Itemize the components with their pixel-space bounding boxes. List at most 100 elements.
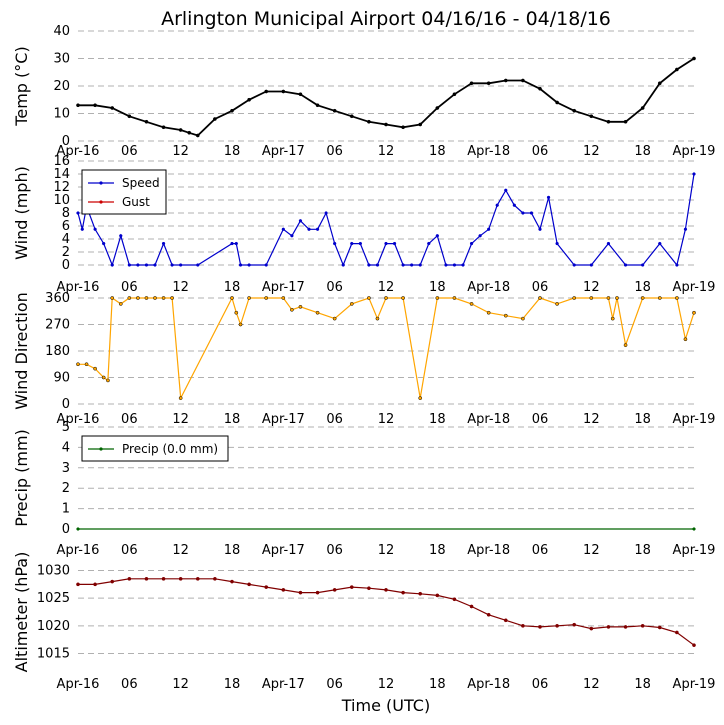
data-point [469,241,474,246]
data-point [418,591,423,596]
y-tick-label: 0 [62,397,70,412]
data-point [213,576,217,581]
data-point [298,219,303,223]
data-point [418,396,423,400]
data-point [76,103,80,108]
x-tick-label: 18 [224,677,241,692]
data-point [106,378,110,383]
data-point [555,241,559,246]
x-tick-label: 18 [634,144,651,159]
legend-label: Precip (0.0 mm) [122,442,218,456]
data-point [572,296,577,300]
data-point [640,106,645,110]
data-point [401,590,405,595]
x-tick-label: 12 [378,677,395,692]
data-point [144,263,149,267]
data-point [281,227,285,231]
data-point [444,263,448,267]
x-tick-label: Apr-19 [673,144,716,159]
x-tick-label: 18 [634,412,651,427]
data-point [683,227,688,231]
y-tick-label: 270 [45,318,70,333]
data-point [452,296,457,300]
x-tick-label: 18 [429,677,446,692]
data-point [610,316,615,321]
data-point [247,97,251,102]
data-point [84,362,89,367]
x-tick-label: 06 [532,412,549,427]
x-tick-label: 12 [583,144,600,159]
y-tick-label: 1020 [37,619,70,634]
data-point [495,203,499,207]
data-point [187,130,192,135]
data-point [127,296,132,300]
data-point [572,108,577,113]
data-point [606,625,611,629]
x-tick-label: 12 [172,144,189,159]
data-point [606,296,611,300]
x-tick-label: 12 [378,543,395,558]
data-point [452,92,457,97]
x-tick-label: 06 [532,144,549,159]
data-point [315,590,320,595]
data-point [110,263,114,267]
data-point [589,626,594,631]
data-point [195,133,200,138]
data-point [384,588,388,592]
x-tick-label: Apr-16 [57,412,100,427]
x-tick-label: 18 [429,280,446,295]
y-tick-label: 360 [45,291,70,306]
data-point [350,241,354,246]
data-point [589,114,594,119]
x-tick-label: Apr-18 [467,280,510,295]
figure-title: Arlington Municipal Airport 04/16/16 - 0… [161,8,611,30]
data-point [367,296,371,300]
data-point [392,241,397,246]
data-point [692,172,696,176]
y-tick-label: 16 [53,154,70,169]
y-tick-label: 14 [53,167,70,182]
data-point [692,310,696,315]
data-point [196,263,200,267]
data-point [127,114,132,119]
data-point [641,263,645,267]
x-tick-label: 12 [378,412,395,427]
data-point [161,576,166,581]
data-point [127,263,131,267]
data-point [144,576,149,581]
data-point [478,234,482,238]
y-tick-label: 5 [62,420,70,435]
legend-label: Speed [122,176,160,190]
data-point [110,296,115,300]
x-tick-label: Apr-18 [467,543,510,558]
y-tick-label: 180 [45,344,70,359]
data-point [658,241,662,246]
data-point [161,296,166,300]
data-point [503,313,508,318]
x-tick-label: 06 [121,280,138,295]
data-point [521,78,525,83]
data-point [657,296,662,300]
legend-box [81,169,167,215]
y-tick-label: 40 [53,24,70,39]
data-point [555,100,559,105]
data-point [178,128,183,132]
x-tick-label: 18 [634,677,651,692]
y-tick-label: 12 [53,180,70,195]
data-point [452,263,457,267]
data-point [503,78,508,83]
legend-marker [99,200,103,204]
data-point [281,296,286,300]
y-tick-label: 3 [62,461,70,476]
data-point [521,623,525,628]
x-axis-label: Time (UTC) [341,696,430,715]
y-tick-label: 8 [62,206,70,221]
x-tick-label: 12 [172,677,189,692]
series-line [77,173,695,267]
x-tick-label: 06 [326,144,343,159]
x-tick-label: 06 [326,543,343,558]
data-point [161,241,166,246]
data-point [606,241,611,246]
data-point [589,263,593,267]
